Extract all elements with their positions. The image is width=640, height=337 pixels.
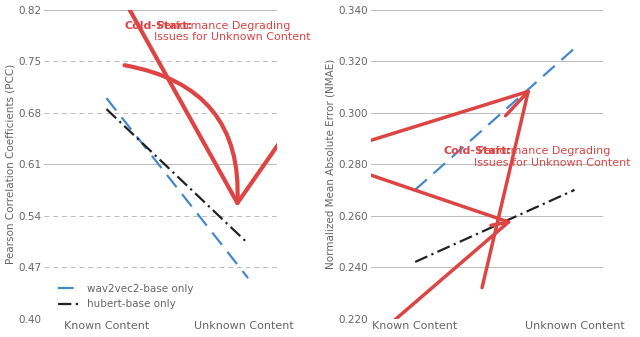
wav2vec2-base only: [184, 199, 191, 203]
hubert-base only: [184, 184, 191, 188]
Text: Performance Degrading
Issues for Unknown Content: Performance Degrading Issues for Unknown…: [154, 21, 310, 42]
wav2vec2-base only: [161, 171, 169, 175]
Text: Cold-Start:: Cold-Start:: [444, 146, 512, 156]
hubert-base only: [161, 163, 169, 167]
hubert-base only: [160, 161, 168, 165]
Legend: wav2vec2-base only, hubert-base only: wav2vec2-base only, hubert-base only: [54, 280, 198, 313]
Y-axis label: Pearson Correlation Coefficients (PCC): Pearson Correlation Coefficients (PCC): [6, 64, 15, 264]
Y-axis label: Normalized Mean Absolute Error (NMAE): Normalized Mean Absolute Error (NMAE): [326, 59, 335, 269]
Line: wav2vec2-base only: wav2vec2-base only: [106, 98, 248, 278]
wav2vec2-base only: [191, 209, 199, 213]
hubert-base only: [120, 123, 127, 127]
wav2vec2-base only: [120, 118, 127, 122]
wav2vec2-base only: [102, 96, 110, 100]
Line: hubert-base only: hubert-base only: [106, 109, 248, 244]
FancyArrowPatch shape: [110, 0, 387, 203]
hubert-base only: [102, 107, 110, 111]
FancyArrowPatch shape: [336, 91, 528, 287]
Text: Cold-Start:: Cold-Start:: [124, 21, 192, 31]
wav2vec2-base only: [160, 169, 168, 173]
hubert-base only: [191, 191, 199, 195]
wav2vec2-base only: [174, 187, 182, 191]
FancyArrowPatch shape: [318, 157, 509, 337]
hubert-base only: [174, 175, 182, 179]
hubert-base only: [244, 242, 252, 246]
wav2vec2-base only: [244, 276, 252, 280]
Text: Performance Degrading
Issues for Unknown Content: Performance Degrading Issues for Unknown…: [474, 146, 630, 168]
